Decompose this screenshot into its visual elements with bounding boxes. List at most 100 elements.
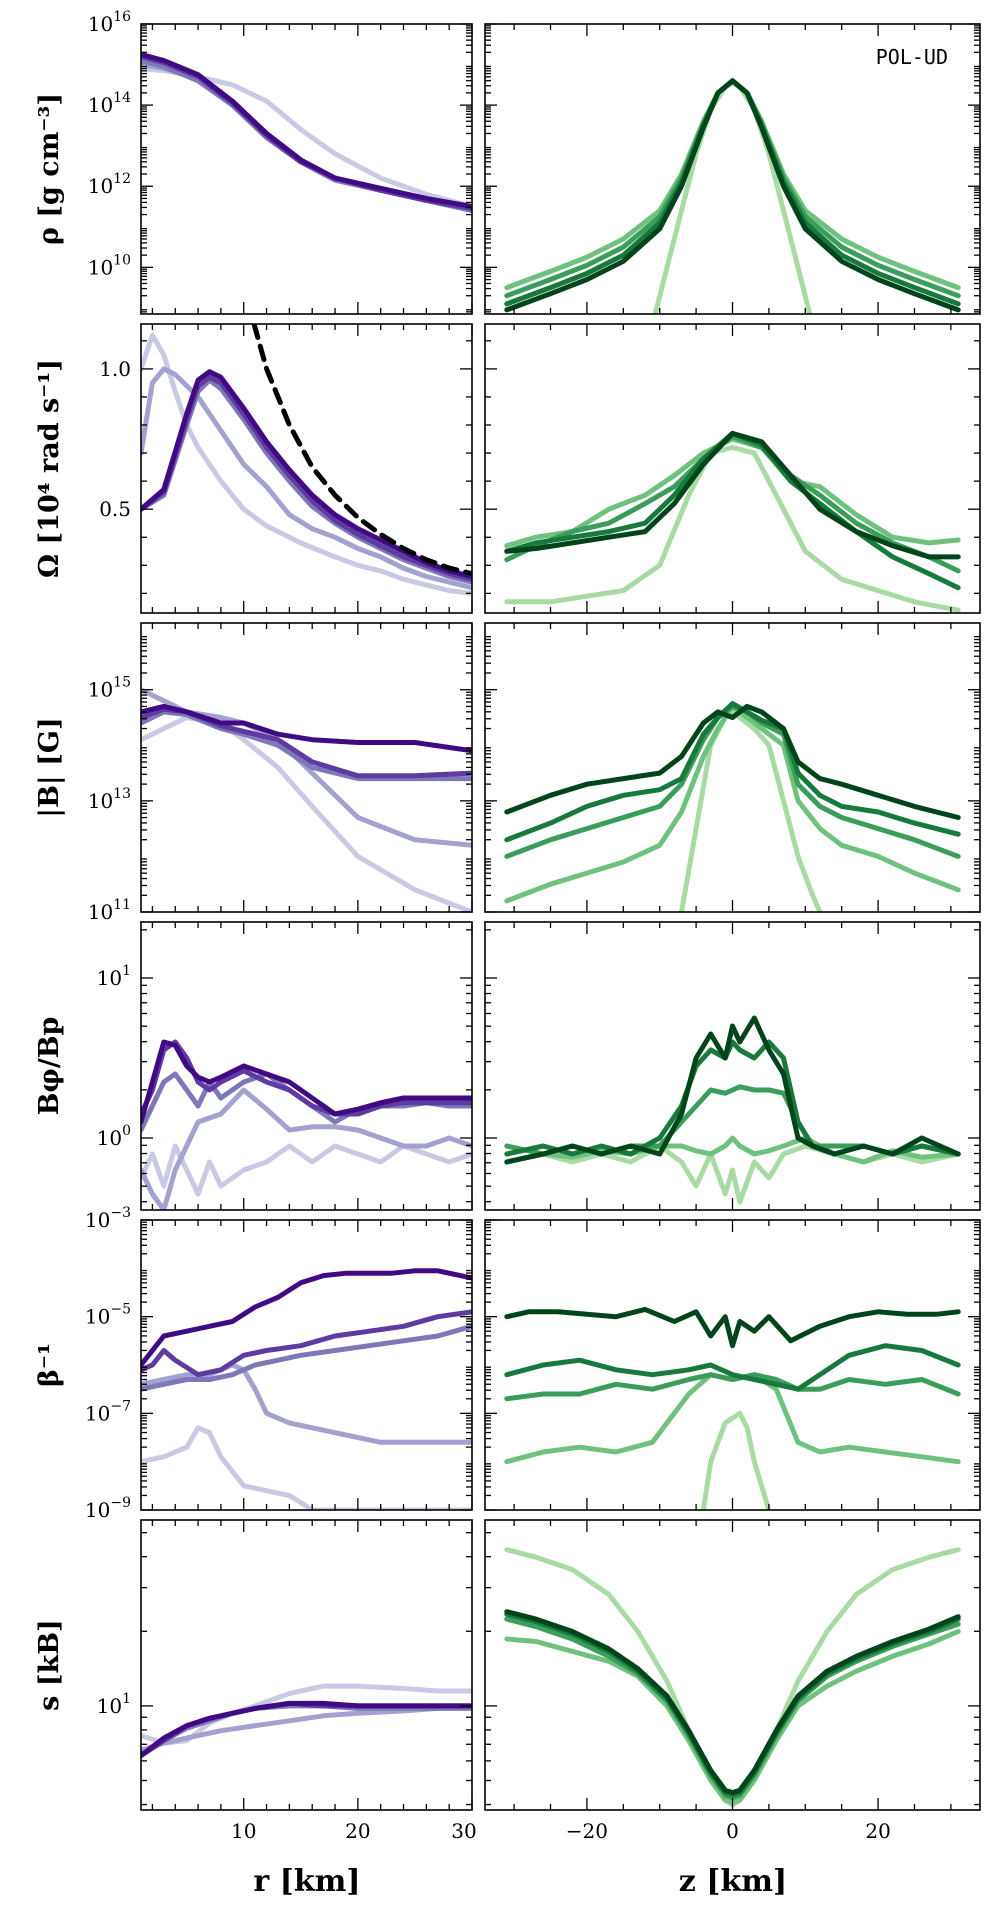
- frame-bphi-left: [140, 921, 473, 1211]
- line-rho-left-t1: [141, 66, 472, 209]
- ytick-label-B: 1015: [88, 675, 131, 702]
- line-omega-left-t1: [141, 332, 472, 596]
- series-group-beta-right: [504, 1306, 961, 1510]
- frame-beta-left: [140, 1219, 473, 1511]
- line-s-left-t1: [141, 1683, 472, 1746]
- y-axis-label-omega: Ω [10⁴ rad s⁻¹]: [34, 359, 65, 578]
- line-rho-left-t5: [141, 51, 472, 209]
- series-group-omega-right: [504, 430, 961, 613]
- line-omega-right-t3: [504, 433, 961, 574]
- panel-row-rho: 1010 1012 1014 1016 ρ [g cm⁻³]: [34, 9, 981, 315]
- xtick-label-left: 20: [345, 1819, 370, 1843]
- panel-row-bphi: 100 101 Bφ/Bp: [34, 921, 981, 1211]
- line-s-right-t5: [504, 1609, 961, 1796]
- line-bphi-right-t5: [504, 1015, 961, 1165]
- line-beta-left-t5: [141, 1268, 472, 1368]
- xtick-label-right: −20: [566, 1819, 608, 1843]
- line-beta-left-t3: [141, 1323, 472, 1392]
- series-group-B-left: [141, 687, 472, 912]
- x-axis-label-r: r [km]: [253, 1864, 360, 1899]
- line-bphi-right-t2: [504, 1135, 961, 1165]
- line-s-left-t3: [141, 1703, 472, 1758]
- ytick-label-bphi: 100: [97, 1123, 131, 1150]
- ytick-label-B: 1013: [88, 786, 131, 813]
- line-B-left-t1: [141, 715, 472, 912]
- line-beta-right-t3: [504, 1372, 961, 1402]
- line-bphi-right-t3: [504, 1084, 961, 1157]
- line-beta-left-t1: [141, 1425, 472, 1510]
- ytick-label-rho: 1016: [88, 9, 131, 36]
- ytick-label-beta: 10−9: [85, 1495, 131, 1522]
- ytick-label-beta: 10−3: [85, 1205, 131, 1232]
- line-beta-left-t4: [141, 1309, 472, 1378]
- line-s-right-t1: [504, 1547, 961, 1808]
- y-axis-label-beta: β⁻¹: [34, 1343, 65, 1387]
- frame-bphi-right: [484, 921, 981, 1211]
- y-axis-label-s: s [kB]: [34, 1619, 65, 1711]
- line-B-left-t2: [141, 687, 472, 848]
- line-s-right-t2: [504, 1629, 961, 1806]
- frame-s-left: [140, 1519, 473, 1811]
- series-group-omega-left: [141, 324, 472, 596]
- series-group-beta-left: [141, 1268, 472, 1510]
- line-rho-right-t1: [652, 80, 813, 314]
- line-rho-left-t2: [141, 62, 472, 214]
- ytick-label-omega: 0.5: [99, 497, 131, 521]
- y-axis-label-B: |B| [G]: [34, 717, 65, 817]
- line-B-left-t3: [141, 709, 472, 782]
- x-axis-label-z: z [km]: [679, 1864, 787, 1899]
- x-tick-labels: 10 20 30 −20 0 20: [231, 1819, 891, 1843]
- line-beta-right-t4: [504, 1343, 961, 1392]
- line-beta-left-t2: [141, 1362, 472, 1445]
- frame-rho-left: [140, 23, 473, 315]
- line-omega-right-t1: [504, 445, 961, 613]
- xtick-label-left: 30: [451, 1819, 476, 1843]
- line-B-right-t2: [504, 703, 961, 904]
- frame-omega-right: [484, 323, 981, 614]
- series-group-B-right: [504, 701, 961, 912]
- line-B-right-t5: [504, 703, 961, 820]
- ytick-label-s: 101: [97, 1691, 131, 1718]
- line-B-right-t3: [504, 703, 961, 859]
- panel-row-s: 101 s [kB]: [34, 1519, 981, 1811]
- line-B-right-t1: [679, 709, 823, 912]
- xtick-label-right: 20: [865, 1819, 890, 1843]
- ytick-label-bphi: 101: [97, 963, 131, 990]
- ytick-label-rho: 1012: [88, 171, 131, 198]
- line-omega-left-t2: [141, 366, 472, 591]
- ytick-label-omega: 1.0: [99, 357, 131, 381]
- series-group-rho-left: [141, 51, 472, 214]
- series-group-s-left: [141, 1683, 472, 1758]
- ytick-label-rho: 1014: [88, 90, 131, 117]
- line-bphi-left-t1: [141, 1143, 472, 1197]
- series-group-s-right: [504, 1547, 961, 1808]
- line-rho-right-t2: [504, 78, 961, 291]
- xtick-label-left: 10: [231, 1819, 256, 1843]
- ytick-label-B: 1011: [88, 897, 131, 924]
- ytick-label-rho: 1010: [88, 252, 131, 279]
- panel-row-beta: 10−9 10−7 10−5 10−3 β⁻¹: [34, 1205, 981, 1522]
- line-omega-left-t5: [141, 369, 472, 579]
- y-axis-label-rho: ρ [g cm⁻³]: [34, 93, 65, 245]
- line-bphi-left-t4: [141, 1039, 472, 1117]
- annotation-pol-ud: POL-UD: [876, 45, 948, 69]
- frame-omega-left: [140, 323, 473, 614]
- line-omega-right-t4: [504, 430, 961, 591]
- series-group-bphi-right: [504, 1015, 961, 1205]
- y-axis-label-bphi: Bφ/Bp: [34, 1017, 65, 1116]
- series-group-rho-right: [504, 78, 961, 314]
- panel-row-B: 1011 1013 1015 |B| [G]: [34, 622, 981, 924]
- line-omega-right-t5: [504, 430, 961, 560]
- ytick-label-beta: 10−7: [85, 1398, 131, 1425]
- line-bphi-left-t2: [141, 1087, 472, 1210]
- xtick-label-right: 0: [726, 1819, 739, 1843]
- line-beta-right-t5: [504, 1306, 961, 1349]
- line-B-right-t4: [504, 701, 961, 843]
- ytick-label-beta: 10−5: [85, 1302, 131, 1329]
- series-group-bphi-left: [141, 1039, 472, 1210]
- line-rho-right-t5: [504, 78, 961, 313]
- line-beta-right-t1: [700, 1410, 772, 1510]
- line-s-left-t5: [141, 1700, 472, 1758]
